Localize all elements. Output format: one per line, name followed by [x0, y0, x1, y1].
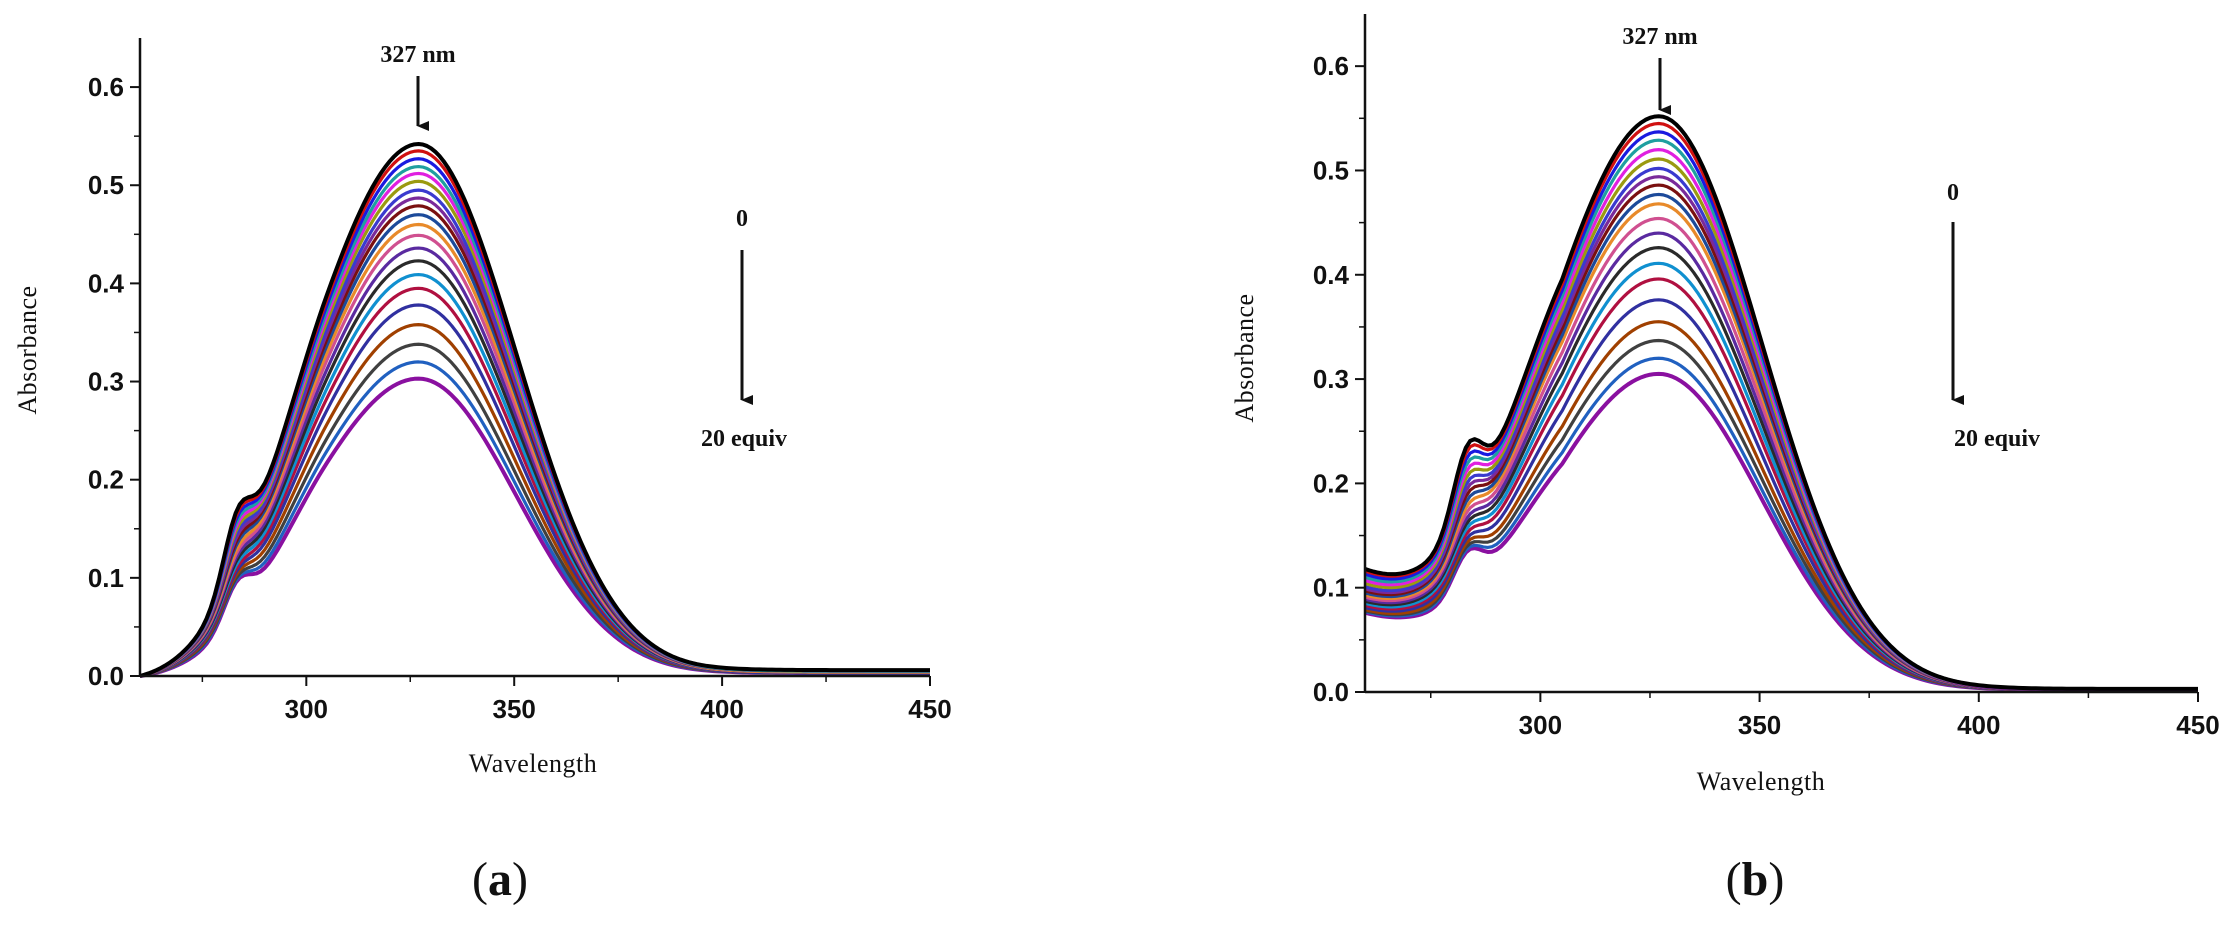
panel-b-y-tick-label-2: 0.2 [1313, 468, 1349, 498]
panel-b-peak-annotation: 327 nm [1622, 24, 1697, 50]
panel-b-series-0 [1364, 114, 2198, 691]
panel-b-y-tick-label-3: 0.3 [1313, 364, 1349, 394]
panel-b-label: (b) [1726, 853, 1785, 906]
panel-b-y-tick-label-1: 0.1 [1313, 573, 1349, 603]
panel-b-series-17 [1364, 320, 2198, 692]
panel-b-xlabel: Wavelength [1697, 767, 1826, 796]
panel-a-peak-annotation: 327 nm [380, 42, 455, 68]
panel-b-x-tick-label-1: 350 [1738, 710, 1781, 740]
panel-b-x-tick-label-3: 450 [2176, 710, 2219, 740]
panel-b-ylabel: Absorbance [1230, 293, 1259, 422]
panel-a-x-tick-label-1: 350 [493, 694, 536, 724]
panel-b-y-tick-label-4: 0.4 [1313, 260, 1350, 290]
panel-a-series-group [139, 142, 930, 678]
panel-a-x-tick-label-2: 400 [700, 694, 743, 724]
panel-a-y-tick-label-3: 0.3 [88, 367, 124, 397]
panel-a-axes [138, 38, 930, 678]
panel-a-y-tick-label-2: 0.2 [88, 465, 124, 495]
panel-a-ylabel: Absorbance [13, 285, 42, 414]
panel-a-arrow-end-label: 20 equiv [701, 426, 787, 452]
panel-a-series-0 [139, 142, 930, 678]
panel-a-y-tick-label-1: 0.1 [88, 563, 124, 593]
panel-a-ticks: 0.0 0.1 0.2 0.3 0.4 0.5 0.6 300 350 400 450 [88, 72, 952, 724]
panel-a-y-tick-label-6: 0.6 [88, 72, 124, 102]
panel-b-arrow-end-label: 20 equiv [1954, 426, 2040, 452]
panel-a-label: (a) [472, 853, 528, 906]
panel-b-chart: 0.0 0.1 0.2 0.3 0.4 0.5 0.6 300 350 400 450 Absorb… [1230, 14, 2220, 906]
panel-b-series-16 [1364, 298, 2198, 692]
panel-b-series-group [1364, 114, 2198, 692]
panel-a-y-tick-label-5: 0.5 [88, 170, 124, 200]
panel-b-arrow-start-label: 0 [1947, 180, 1959, 206]
panel-b-y-tick-label-6: 0.6 [1313, 51, 1349, 81]
panel-b-x-tick-label-0: 300 [1519, 710, 1562, 740]
panel-a-arrow-start-label: 0 [736, 206, 748, 232]
panel-b-y-tick-label-0: 0.0 [1313, 677, 1349, 707]
panel-b-x-tick-label-2: 400 [1957, 710, 2000, 740]
panel-b-axes [1363, 14, 2198, 694]
panel-b-ticks: 0.0 0.1 0.2 0.3 0.4 0.5 0.6 300 350 400 450 [1313, 51, 2220, 740]
panel-a-chart: 0.0 0.1 0.2 0.3 0.4 0.5 0.6 300 350 400 450 Absorb… [13, 38, 952, 906]
panel-a-xlabel: Wavelength [469, 749, 598, 778]
panel-a-y-tick-label-0: 0.0 [88, 661, 124, 691]
panel-a-y-tick-label-4: 0.4 [88, 268, 125, 298]
panel-a-x-tick-label-0: 300 [285, 694, 328, 724]
panel-b-y-tick-label-5: 0.5 [1313, 155, 1349, 185]
panel-a-x-tick-label-3: 450 [908, 694, 951, 724]
